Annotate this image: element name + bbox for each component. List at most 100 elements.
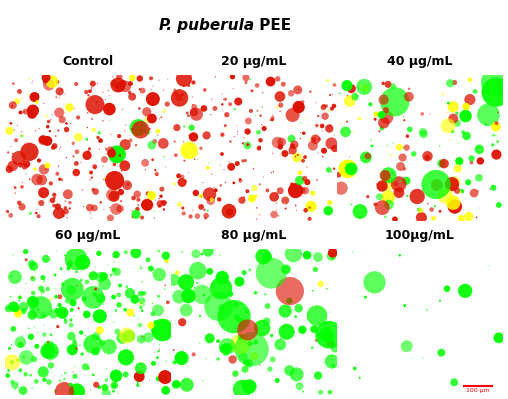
- Point: [14, 311, 22, 317]
- Point: [277, 139, 285, 145]
- Point: [67, 287, 75, 293]
- Point: [93, 81, 102, 87]
- Point: [18, 333, 26, 339]
- Point: [273, 139, 281, 146]
- Point: [141, 166, 149, 173]
- Point: [32, 378, 40, 385]
- Point: [481, 120, 489, 126]
- Point: [29, 263, 38, 269]
- Point: [30, 94, 39, 100]
- Point: [320, 104, 328, 111]
- Point: [367, 137, 375, 144]
- Point: [179, 97, 187, 104]
- Point: [141, 160, 149, 166]
- Point: [113, 328, 121, 335]
- Point: [104, 101, 112, 107]
- Point: [310, 136, 318, 142]
- Point: [263, 254, 271, 260]
- Point: [251, 339, 260, 345]
- Point: [15, 88, 23, 95]
- Point: [11, 307, 19, 313]
- Point: [112, 251, 120, 258]
- Point: [170, 359, 178, 365]
- Point: [9, 102, 17, 109]
- Point: [215, 196, 223, 203]
- Point: [311, 266, 320, 273]
- Point: [418, 111, 426, 117]
- Point: [289, 147, 297, 153]
- Point: [35, 157, 43, 164]
- Point: [116, 282, 124, 288]
- Point: [384, 180, 392, 187]
- Point: [489, 185, 497, 191]
- Point: [448, 181, 456, 188]
- Point: [285, 367, 294, 373]
- Point: [341, 128, 350, 135]
- Point: [16, 367, 24, 373]
- Point: [104, 262, 112, 268]
- Point: [58, 117, 66, 123]
- Point: [69, 140, 77, 146]
- Point: [156, 200, 164, 207]
- Point: [83, 152, 91, 158]
- Point: [29, 107, 37, 114]
- Point: [389, 140, 397, 146]
- Point: [344, 166, 352, 172]
- Point: [8, 359, 16, 365]
- Point: [182, 91, 190, 97]
- Point: [152, 307, 160, 313]
- Point: [53, 171, 61, 177]
- Point: [108, 108, 116, 115]
- Point: [299, 388, 307, 395]
- Point: [325, 332, 333, 338]
- Point: [443, 286, 451, 292]
- Point: [161, 200, 169, 206]
- Point: [60, 375, 69, 382]
- Point: [137, 365, 145, 371]
- Point: [188, 207, 197, 213]
- Point: [296, 136, 304, 142]
- Point: [238, 197, 246, 203]
- Point: [274, 213, 282, 219]
- Point: [156, 375, 165, 382]
- Point: [132, 211, 140, 217]
- Point: [327, 140, 335, 146]
- Point: [224, 126, 232, 132]
- Point: [121, 306, 129, 313]
- Point: [154, 348, 163, 354]
- Point: [137, 300, 145, 306]
- Point: [99, 89, 107, 95]
- Point: [80, 296, 88, 302]
- Point: [8, 379, 16, 385]
- Point: [57, 176, 66, 183]
- Point: [403, 144, 411, 151]
- Point: [140, 290, 148, 296]
- Point: [102, 377, 110, 383]
- Point: [257, 113, 265, 119]
- Point: [361, 85, 369, 91]
- Point: [239, 380, 247, 386]
- Point: [54, 203, 62, 210]
- Point: [159, 140, 167, 146]
- Point: [7, 294, 15, 300]
- Point: [89, 294, 97, 300]
- Point: [318, 128, 326, 134]
- Point: [437, 160, 446, 166]
- Point: [47, 180, 55, 187]
- Point: [22, 249, 30, 255]
- Point: [201, 215, 209, 221]
- Point: [409, 151, 418, 157]
- Point: [469, 178, 478, 184]
- Point: [73, 282, 81, 289]
- Point: [320, 148, 328, 154]
- Point: [4, 149, 12, 156]
- Point: [267, 270, 275, 276]
- Point: [158, 186, 166, 192]
- Point: [267, 78, 275, 85]
- Point: [62, 120, 71, 126]
- Point: [100, 206, 108, 213]
- Point: [198, 251, 206, 257]
- Point: [96, 336, 104, 343]
- Point: [22, 156, 30, 162]
- Point: [173, 270, 181, 276]
